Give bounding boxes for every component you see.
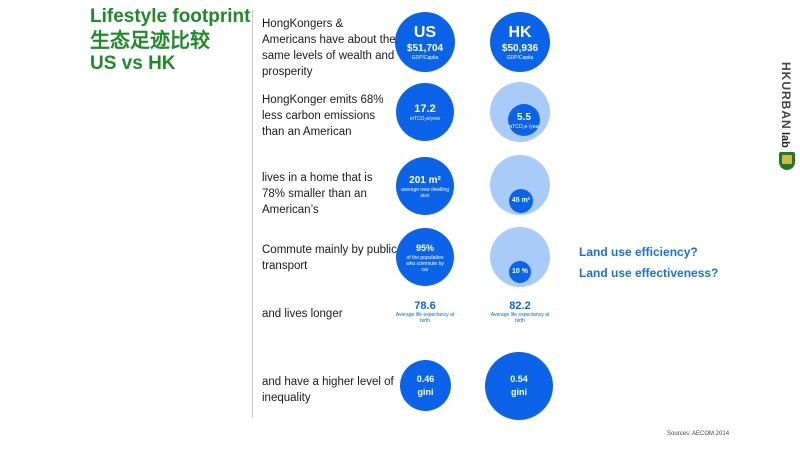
row-inequality-text: and have a higher level of inequality <box>262 376 394 404</box>
hk-gini-label: gini <box>511 387 527 397</box>
row-home-text: lives in a home that is 78% smaller than… <box>262 172 373 216</box>
row-life-text: and lives longer <box>262 308 343 320</box>
us-gini-label: gini <box>417 386 434 397</box>
us-life-label: Average life expectancy at birth <box>395 312 455 324</box>
us-home-value: 201 m² <box>409 174 441 186</box>
university-crest-icon <box>779 151 795 170</box>
us-life-value: 78.6 <box>414 300 436 312</box>
hk-carbon-value: 5.5 <box>517 111 531 123</box>
vertical-divider <box>252 10 253 418</box>
us-carbon-label: mTCO₂e/year <box>409 115 441 122</box>
hk-gini-value: 0.54 <box>510 374 528 384</box>
hk-commute-circle: 10 % <box>490 227 550 287</box>
us-gdp-circle: US $51,704 GDP/Capita <box>395 12 455 72</box>
us-carbon-value: 17.2 <box>414 102 436 115</box>
us-gini-value: 0.46 <box>416 373 435 384</box>
hk-life-value: 82.2 <box>509 300 531 312</box>
us-gini-circle: 0.46 gini <box>400 360 451 411</box>
us-gdp-value: $51,704 <box>406 42 444 54</box>
title-line-chinese: 生态足迹比较 <box>90 28 210 52</box>
hk-commute-value: 10 % <box>512 268 528 275</box>
hk-gdp-label: GDP/Capita <box>506 54 534 61</box>
title-line-comparison: US vs HK <box>90 53 176 74</box>
us-gdp-label: GDP/Capita <box>411 54 439 61</box>
row-wealth-text: HongKongers & Americans have about the s… <box>262 18 396 78</box>
hk-gini-circle: 0.54 gini <box>485 352 553 420</box>
title-line-english: Lifestyle footprint <box>90 6 251 27</box>
hk-life-label: Average life expectancy at birth <box>490 312 550 324</box>
hk-carbon-inner: 5.5 mTCO₂e /year <box>508 104 540 136</box>
us-life-expectancy: 78.6 Average life expectancy at birth <box>393 300 457 324</box>
page-title: Lifestyle footprint 生态足迹比较 US vs HK <box>90 6 260 75</box>
hkurbanlab-logo: HKURBAN lab <box>779 62 800 170</box>
hk-home-value: 45 m² <box>511 197 531 204</box>
hk-commute-inner: 10 % <box>509 261 531 283</box>
us-heading: US <box>413 23 437 41</box>
us-carbon-circle: 17.2 mTCO₂e/year <box>396 83 454 141</box>
hk-home-circle: 45 m² <box>490 155 550 215</box>
hk-home-inner: 45 m² <box>509 189 533 213</box>
row-commute-text: Commute mainly by public transport <box>262 244 397 272</box>
logo-suffix: lab <box>779 131 791 148</box>
row-carbon-text: HongKonger emits 68% less carbon emissio… <box>262 94 384 138</box>
question-land-use-efficiency: Land use efficiency? <box>579 245 698 259</box>
hk-life-expectancy: 82.2 Average life expectancy at birth <box>488 300 552 324</box>
us-home-circle: 201 m² average new dwelling size <box>396 157 454 215</box>
logo-name: HKURBAN <box>779 62 793 130</box>
source-note: Sources: AECOM 2014 <box>667 431 730 437</box>
us-commute-label: of the population who commute by car <box>406 254 444 273</box>
hk-heading: HK <box>508 23 532 41</box>
us-commute-circle: 95% of the population who commute by car <box>396 228 454 286</box>
hk-carbon-circle: 5.5 mTCO₂e /year <box>490 82 550 142</box>
hk-carbon-label: mTCO₂e /year <box>508 123 540 130</box>
hk-gdp-value: $50,936 <box>501 42 539 54</box>
hk-gdp-circle: HK $50,936 GDP/Capita <box>490 12 550 72</box>
question-land-use-effectiveness: Land use effectiveness? <box>579 266 719 280</box>
us-home-label: average new dwelling size <box>400 186 450 199</box>
us-commute-value: 95% <box>415 242 434 253</box>
